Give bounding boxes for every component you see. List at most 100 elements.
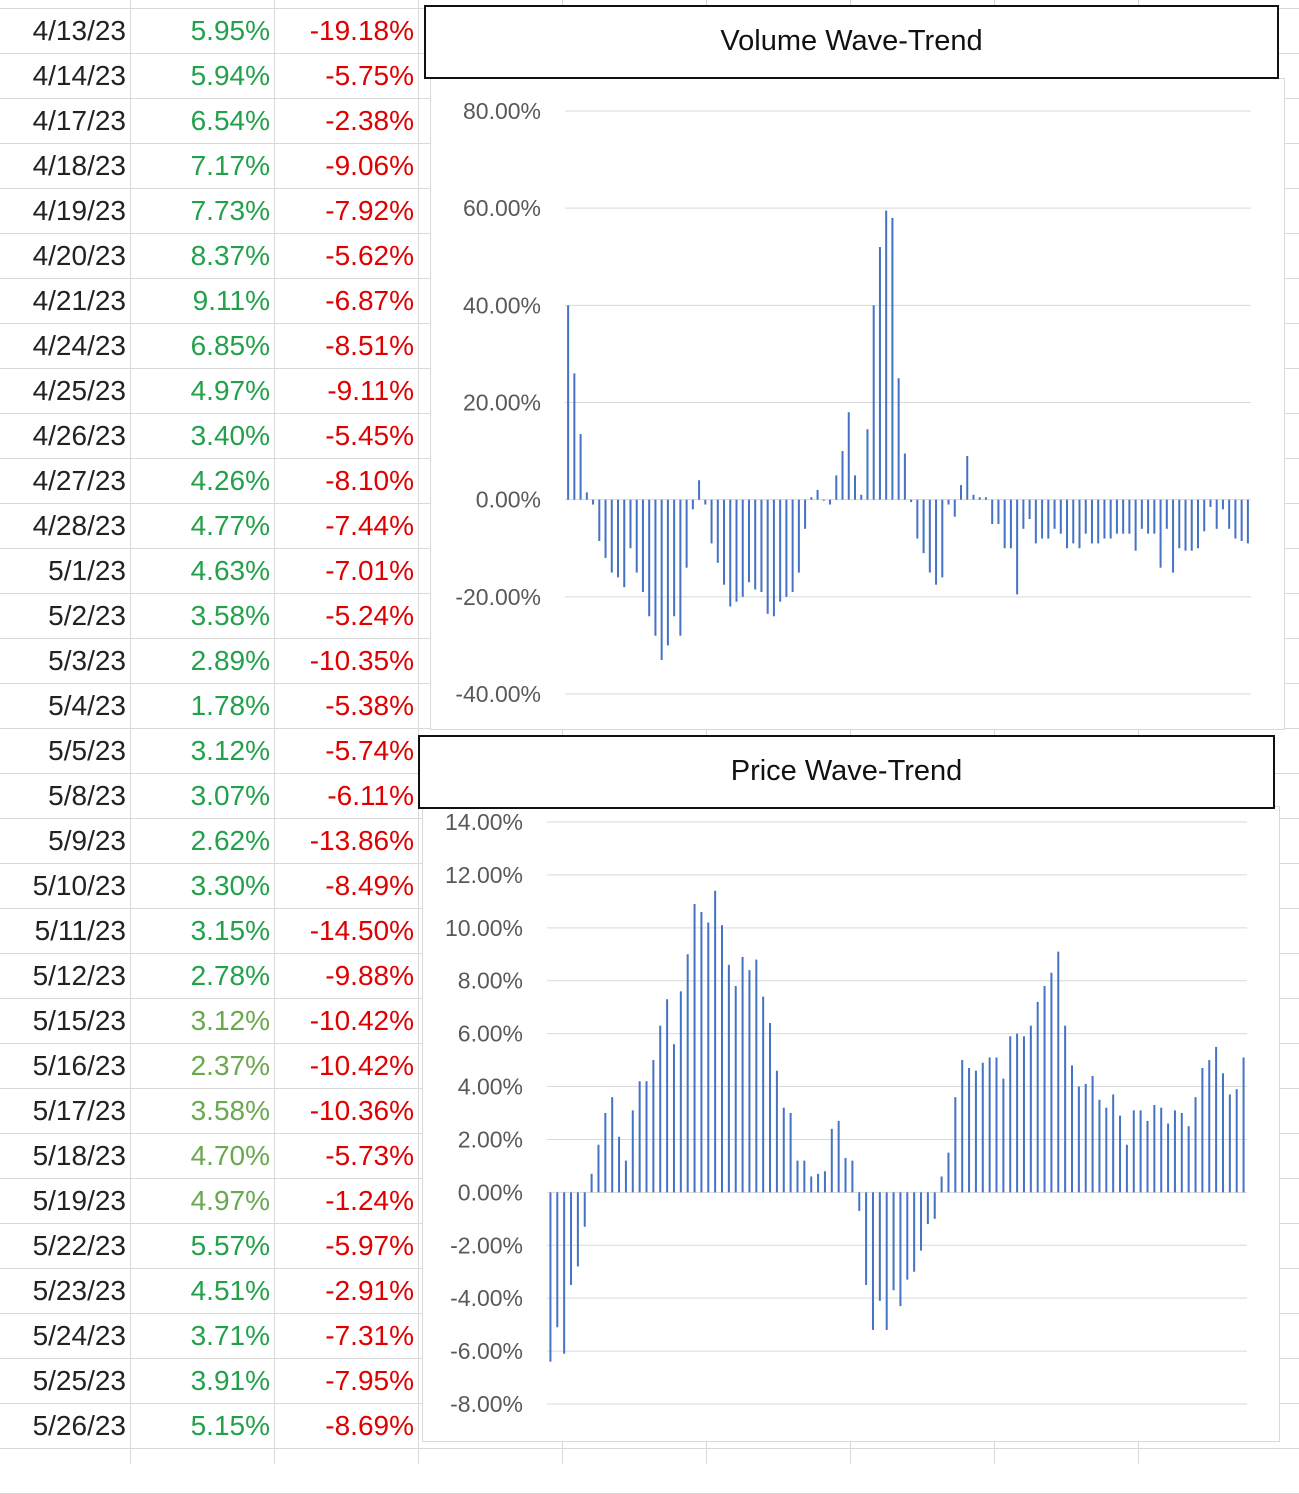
price-cell[interactable]: -6.87% — [325, 285, 414, 316]
volume-cell[interactable]: 4.97% — [190, 375, 270, 406]
volume-cell[interactable]: 2.37% — [190, 1050, 270, 1081]
price-cell[interactable]: -5.73% — [325, 1140, 414, 1171]
price-cell[interactable]: -10.42% — [309, 1050, 414, 1081]
volume-cell[interactable]: 3.58% — [190, 600, 270, 631]
date-cell[interactable]: 4/14/23 — [32, 60, 126, 91]
volume-cell[interactable]: 3.91% — [190, 1365, 270, 1396]
price-cell[interactable]: -7.01% — [325, 555, 414, 586]
volume-cell[interactable]: 5.15% — [190, 1410, 270, 1441]
volume-cell[interactable]: 4.63% — [190, 555, 270, 586]
date-cell[interactable]: 5/26/23 — [32, 1410, 126, 1441]
date-cell[interactable]: 4/13/23 — [32, 15, 126, 46]
date-cell[interactable]: 5/3/23 — [48, 645, 126, 676]
price-cell[interactable]: -2.91% — [325, 1275, 414, 1306]
price-cell[interactable]: -7.44% — [325, 510, 414, 541]
price-cell[interactable]: -5.74% — [325, 735, 414, 766]
date-cell[interactable]: 5/18/23 — [32, 1140, 126, 1171]
price-cell[interactable]: -1.24% — [325, 1185, 414, 1216]
bar — [1240, 499, 1243, 541]
volume-cell[interactable]: 3.12% — [190, 735, 270, 766]
date-cell[interactable]: 4/25/23 — [32, 375, 126, 406]
price-cell[interactable]: -8.10% — [325, 465, 414, 496]
price-cell[interactable]: -8.51% — [325, 330, 414, 361]
date-cell[interactable]: 5/19/23 — [32, 1185, 126, 1216]
price-cell[interactable]: -10.35% — [309, 645, 414, 676]
price-cell[interactable]: -10.36% — [309, 1095, 414, 1126]
date-cell[interactable]: 5/15/23 — [32, 1005, 126, 1036]
volume-cell[interactable]: 5.57% — [190, 1230, 270, 1261]
price-cell[interactable]: -8.49% — [325, 870, 414, 901]
volume-cell[interactable]: 1.78% — [190, 690, 270, 721]
date-cell[interactable]: 4/24/23 — [32, 330, 126, 361]
price-cell[interactable]: -5.62% — [325, 240, 414, 271]
volume-cell[interactable]: 7.17% — [190, 150, 270, 181]
volume-cell[interactable]: 3.12% — [190, 1005, 270, 1036]
price-cell[interactable]: -7.92% — [325, 195, 414, 226]
volume-cell[interactable]: 2.78% — [190, 960, 270, 991]
price-cell[interactable]: -9.11% — [327, 375, 414, 406]
price-cell[interactable]: -5.45% — [325, 420, 414, 451]
price-cell[interactable]: -2.38% — [325, 105, 414, 136]
volume-cell[interactable]: 5.95% — [190, 15, 270, 46]
volume-cell[interactable]: 3.30% — [190, 870, 270, 901]
date-cell[interactable]: 5/11/23 — [34, 915, 126, 946]
volume-cell[interactable]: 2.89% — [190, 645, 270, 676]
volume-cell[interactable]: 9.11% — [192, 285, 270, 316]
price-cell[interactable]: -5.97% — [325, 1230, 414, 1261]
volume-cell[interactable]: 5.94% — [190, 60, 270, 91]
price-chart-panel[interactable]: 14.00% 12.00% 10.00% 8.00% 6.00% 4.00% 2.00% 0.… — [422, 806, 1280, 1442]
volume-cell[interactable]: 4.51% — [190, 1275, 270, 1306]
volume-cell[interactable]: 6.85% — [190, 330, 270, 361]
price-cell[interactable]: -9.06% — [325, 150, 414, 181]
date-cell[interactable]: 4/27/23 — [32, 465, 126, 496]
volume-cell[interactable]: 3.07% — [190, 780, 270, 811]
price-cell[interactable]: -7.31% — [325, 1320, 414, 1351]
price-cell[interactable]: -19.18% — [309, 15, 414, 46]
date-cell[interactable]: 4/28/23 — [32, 510, 126, 541]
date-cell[interactable]: 5/23/23 — [32, 1275, 126, 1306]
price-cell[interactable]: -5.75% — [325, 60, 414, 91]
date-cell[interactable]: 5/25/23 — [32, 1365, 126, 1396]
date-cell[interactable]: 4/20/23 — [32, 240, 126, 271]
date-cell[interactable]: 5/17/23 — [32, 1095, 126, 1126]
price-cell[interactable]: -9.88% — [325, 960, 414, 991]
volume-cell[interactable]: 3.58% — [190, 1095, 270, 1126]
date-cell[interactable]: 5/2/23 — [48, 600, 126, 631]
volume-cell[interactable]: 6.54% — [190, 105, 270, 136]
volume-cell[interactable]: 4.77% — [190, 510, 270, 541]
date-cell[interactable]: 4/17/23 — [32, 105, 126, 136]
volume-cell[interactable]: 3.15% — [190, 915, 270, 946]
volume-cell[interactable]: 2.62% — [190, 825, 270, 856]
date-cell[interactable]: 5/22/23 — [32, 1230, 126, 1261]
date-cell[interactable]: 4/18/23 — [32, 150, 126, 181]
date-cell[interactable]: 5/10/23 — [32, 870, 126, 901]
date-cell[interactable]: 5/1/23 — [48, 555, 126, 586]
date-cell[interactable]: 5/12/23 — [32, 960, 126, 991]
volume-cell[interactable]: 3.71% — [190, 1320, 270, 1351]
price-cell[interactable]: -14.50% — [309, 915, 414, 946]
date-cell[interactable]: 5/16/23 — [32, 1050, 126, 1081]
price-cell[interactable]: -8.69% — [325, 1410, 414, 1441]
date-cell[interactable]: 4/19/23 — [32, 195, 126, 226]
date-cell[interactable]: 5/24/23 — [32, 1320, 126, 1351]
volume-chart-panel[interactable]: 80.00% 60.00% 40.00% 20.00% 0.00% -20.00% -40.… — [430, 78, 1285, 730]
volume-cell[interactable]: 4.26% — [190, 465, 270, 496]
volume-cell[interactable]: 4.70% — [190, 1140, 270, 1171]
volume-cell[interactable]: 3.40% — [190, 420, 270, 451]
price-cell[interactable]: -10.42% — [309, 1005, 414, 1036]
date-cell[interactable]: 4/26/23 — [32, 420, 126, 451]
price-cell[interactable]: -13.86% — [309, 825, 414, 856]
date-cell[interactable]: 5/4/23 — [48, 690, 126, 721]
volume-cell[interactable]: 4.97% — [190, 1185, 270, 1216]
bar — [598, 499, 601, 541]
price-cell[interactable]: -5.24% — [325, 600, 414, 631]
date-cell[interactable]: 5/9/23 — [48, 825, 126, 856]
price-cell[interactable]: -7.95% — [325, 1365, 414, 1396]
volume-cell[interactable]: 8.37% — [190, 240, 270, 271]
price-cell[interactable]: -6.11% — [327, 780, 414, 811]
price-cell[interactable]: -5.38% — [325, 690, 414, 721]
volume-cell[interactable]: 7.73% — [190, 195, 270, 226]
date-cell[interactable]: 5/8/23 — [48, 780, 126, 811]
date-cell[interactable]: 5/5/23 — [48, 735, 126, 766]
date-cell[interactable]: 4/21/23 — [32, 285, 126, 316]
